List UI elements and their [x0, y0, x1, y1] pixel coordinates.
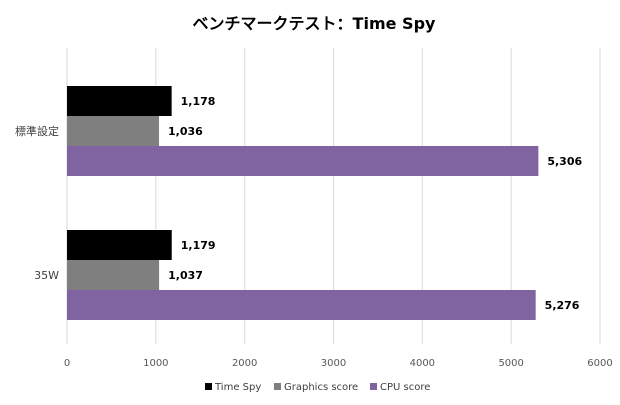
data-label: 5,276	[545, 299, 580, 312]
data-label: 1,179	[181, 239, 216, 252]
x-tick-label: 2000	[232, 358, 257, 369]
data-label: 1,037	[168, 269, 203, 282]
category-labels: 標準設定 35W	[15, 124, 59, 282]
legend-label: Graphics score	[284, 382, 358, 393]
bars	[67, 86, 539, 320]
legend-label: Time Spy	[214, 382, 261, 393]
data-label: 1,178	[181, 95, 216, 108]
legend-swatch	[274, 383, 281, 390]
legend-label: CPU score	[380, 382, 430, 393]
bar	[67, 146, 539, 176]
chart-title: ベンチマークテスト：Time Spy	[193, 14, 436, 33]
category-label: 35W	[34, 269, 59, 282]
x-tick-label: 3000	[321, 358, 346, 369]
legend-swatch	[370, 383, 377, 390]
x-tick-label: 1000	[143, 358, 168, 369]
legend-swatch	[205, 383, 212, 390]
bar	[67, 290, 536, 320]
x-tick-labels: 0 1000 2000 3000 4000 5000 6000	[64, 358, 613, 369]
legend: Time Spy Graphics score CPU score	[205, 382, 430, 393]
bar	[67, 116, 160, 146]
bar	[67, 260, 160, 290]
data-label: 1,036	[168, 125, 203, 138]
bar	[67, 86, 172, 116]
x-tick-label: 0	[64, 358, 70, 369]
bar	[67, 230, 172, 260]
x-tick-label: 6000	[587, 358, 612, 369]
data-label: 5,306	[547, 155, 582, 168]
x-tick-label: 4000	[410, 358, 435, 369]
x-tick-label: 5000	[498, 358, 523, 369]
category-label: 標準設定	[15, 124, 59, 138]
data-labels: 1,178 1,036 5,306 1,179 1,037 5,276	[168, 95, 582, 312]
